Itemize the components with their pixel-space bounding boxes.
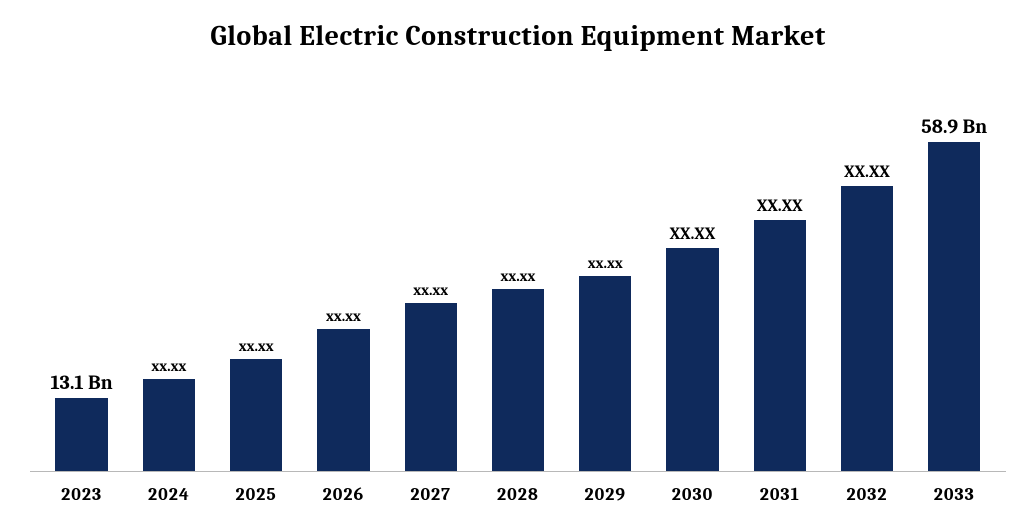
x-axis-tick: 2029 [562,484,649,505]
x-axis-tick: 2031 [736,484,823,505]
x-axis: 2023202420252026202720282029203020312032… [30,472,1006,505]
bar-value-label: xx.xx [413,281,448,299]
bar [754,220,806,471]
bar [55,398,107,471]
bar-value-label: XX.XX [670,225,716,244]
bar [405,303,457,471]
x-axis-tick: 2023 [38,484,125,505]
bar [928,142,980,471]
bar [579,276,631,472]
bar-value-label: xx.xx [500,267,535,285]
x-axis-tick: 2032 [823,484,910,505]
x-axis-tick: 2027 [387,484,474,505]
x-axis-tick: 2028 [474,484,561,505]
bar-group: xx.xx [387,80,474,471]
plot-area: 13.1 Bn xx.xx xx.xx xx.xx xx.xx xx.xx xx.xx XX.… [30,80,1006,472]
x-axis-tick: 2025 [213,484,300,505]
x-axis-tick: 2030 [649,484,736,505]
bar [666,248,718,471]
bar-group: 58.9 Bn [911,80,998,471]
bar-value-label: xx.xx [239,337,274,355]
bar-value-label: xx.xx [326,307,361,325]
bar-value-label: xx.xx [151,357,186,375]
chart-container: Global Electric Construction Equipment M… [0,0,1036,525]
bar-group: XX.XX [736,80,823,471]
bar-group: xx.xx [562,80,649,471]
bar-value-label: 58.9 Bn [921,115,987,138]
bar [492,289,544,471]
chart-title: Global Electric Construction Equipment M… [30,20,1006,52]
bar-group: xx.xx [125,80,212,471]
bar [230,359,282,471]
x-axis-tick: 2024 [125,484,212,505]
bar-value-label: XX.XX [844,163,890,182]
bar-value-label: XX.XX [757,197,803,216]
x-axis-tick: 2033 [911,484,998,505]
bar-group: 13.1 Bn [38,80,125,471]
bar-group: xx.xx [300,80,387,471]
bar-group: XX.XX [649,80,736,471]
bar-group: xx.xx [474,80,561,471]
bar [317,329,369,471]
bar-value-label: xx.xx [588,254,623,272]
bar [841,186,893,471]
bar-group: XX.XX [823,80,910,471]
bar-group: xx.xx [213,80,300,471]
bar-value-label: 13.1 Bn [51,371,113,394]
bar [143,379,195,471]
x-axis-tick: 2026 [300,484,387,505]
